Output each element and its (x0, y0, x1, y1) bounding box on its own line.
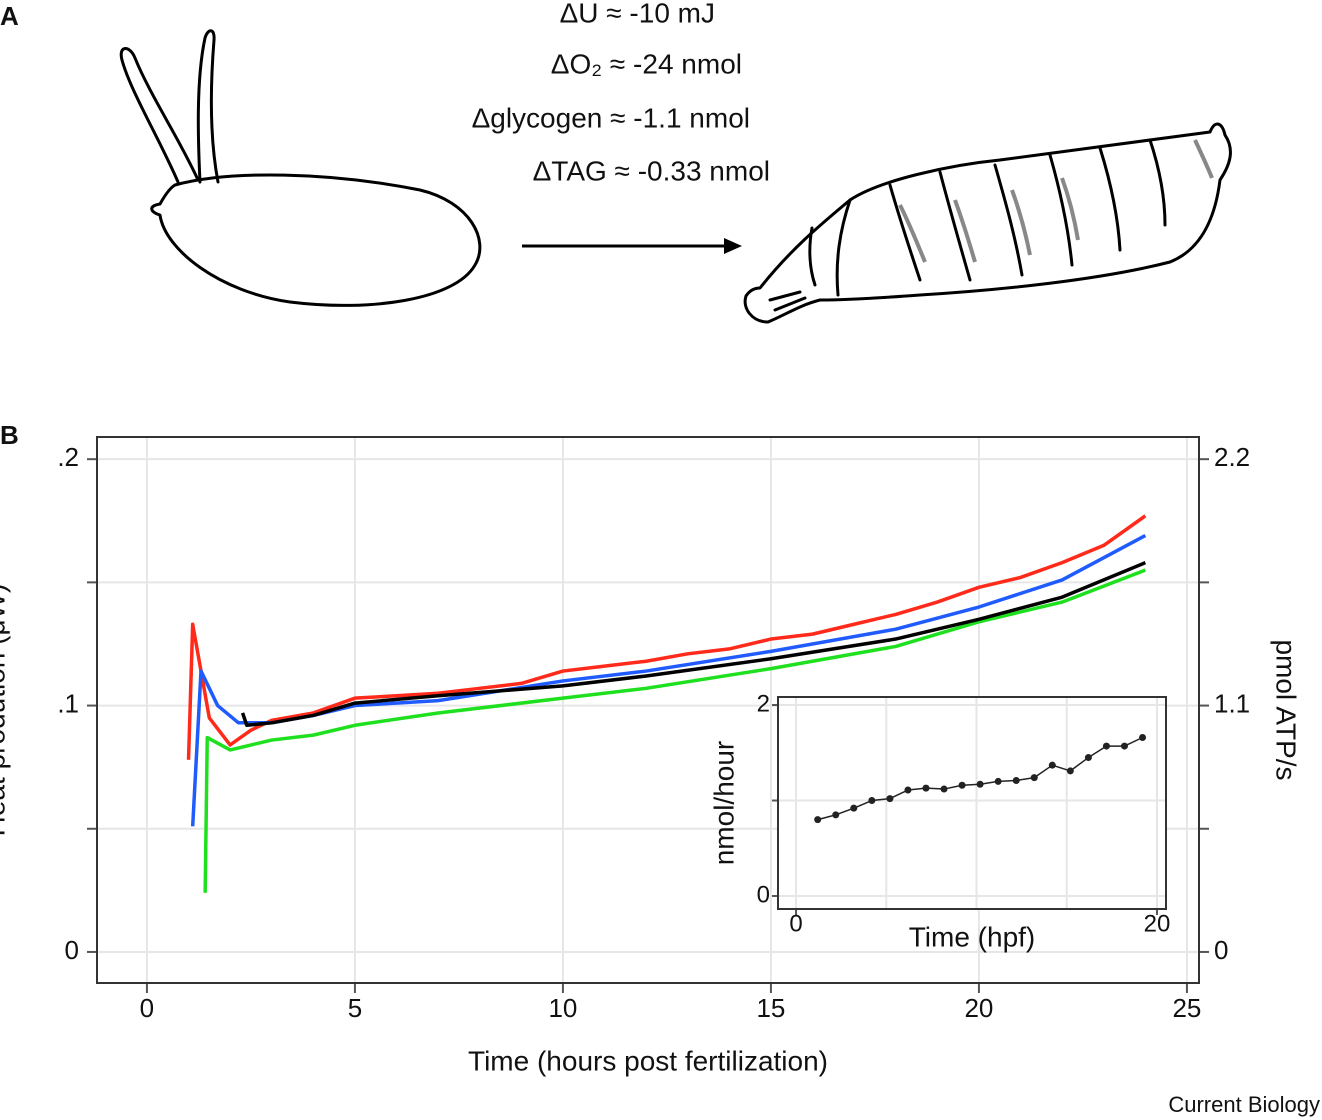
data-point (904, 786, 912, 794)
embryo-drawing (119, 29, 482, 307)
equation: ΔTAG ≈ -0.33 nmol (533, 155, 770, 186)
data-point (958, 781, 966, 789)
journal-credit: Current Biology (1168, 1092, 1320, 1117)
data-point (850, 804, 858, 812)
data-line (190, 534, 1147, 827)
x-axis-title: Time (hours post fertilization) (468, 1045, 828, 1076)
equation: ΔU ≈ -10 mJ (560, 0, 715, 28)
data-point (1102, 742, 1110, 750)
equation: ΔO₂ ≈ -24 nmol (551, 48, 742, 79)
data-point (1139, 733, 1147, 741)
data-point (832, 811, 840, 819)
y-tick-label: 0 (757, 881, 770, 908)
data-point (1120, 742, 1128, 750)
data-point (1084, 754, 1092, 762)
x-tick-label: 0 (140, 993, 154, 1023)
data-point (1048, 761, 1056, 769)
x-tick-label: 25 (1172, 993, 1201, 1023)
y2-tick-label: 0 (1214, 935, 1228, 965)
data-point (886, 795, 894, 803)
data-point (1030, 774, 1038, 782)
data-point (922, 784, 930, 792)
y2-tick-label: 2.2 (1214, 442, 1250, 472)
x-tick-label: 10 (548, 993, 577, 1023)
arrow (522, 238, 742, 254)
equation: Δglycogen ≈ -1.1 nmol (472, 102, 750, 133)
panel-label: B (0, 420, 19, 450)
plot-frame (777, 696, 1167, 910)
y2-axis-title: pmol ATP/s (1271, 639, 1302, 780)
data-line (203, 568, 1146, 893)
data-point (994, 777, 1002, 785)
data-point (1012, 776, 1020, 784)
x-tick-label: 15 (756, 993, 785, 1023)
x-tick-label: 0 (789, 910, 802, 937)
y-tick-label: .1 (57, 688, 79, 718)
data-line (186, 514, 1147, 760)
data-point (814, 816, 822, 824)
data-point (976, 780, 984, 788)
y-axis-title: Heat prodution (μW) (0, 584, 10, 837)
plot-frame (96, 436, 1200, 984)
panel-label: A (0, 1, 19, 31)
y-tick-label: 2 (757, 690, 770, 717)
x-axis-title: Time (hpf) (909, 921, 1036, 952)
y-axis-title: nmol/hour (708, 741, 739, 866)
plot-background (778, 697, 1166, 909)
x-tick-label: 20 (1144, 910, 1171, 937)
data-point (868, 797, 876, 805)
data-point (940, 785, 948, 793)
x-tick-label: 5 (348, 993, 362, 1023)
x-tick-label: 20 (964, 993, 993, 1023)
data-point (1066, 767, 1074, 775)
data-line (240, 561, 1147, 728)
y-tick-label: .2 (57, 442, 79, 472)
y-tick-label: 0 (65, 935, 79, 965)
y2-tick-label: 1.1 (1214, 688, 1250, 718)
larva-drawing (743, 122, 1232, 324)
